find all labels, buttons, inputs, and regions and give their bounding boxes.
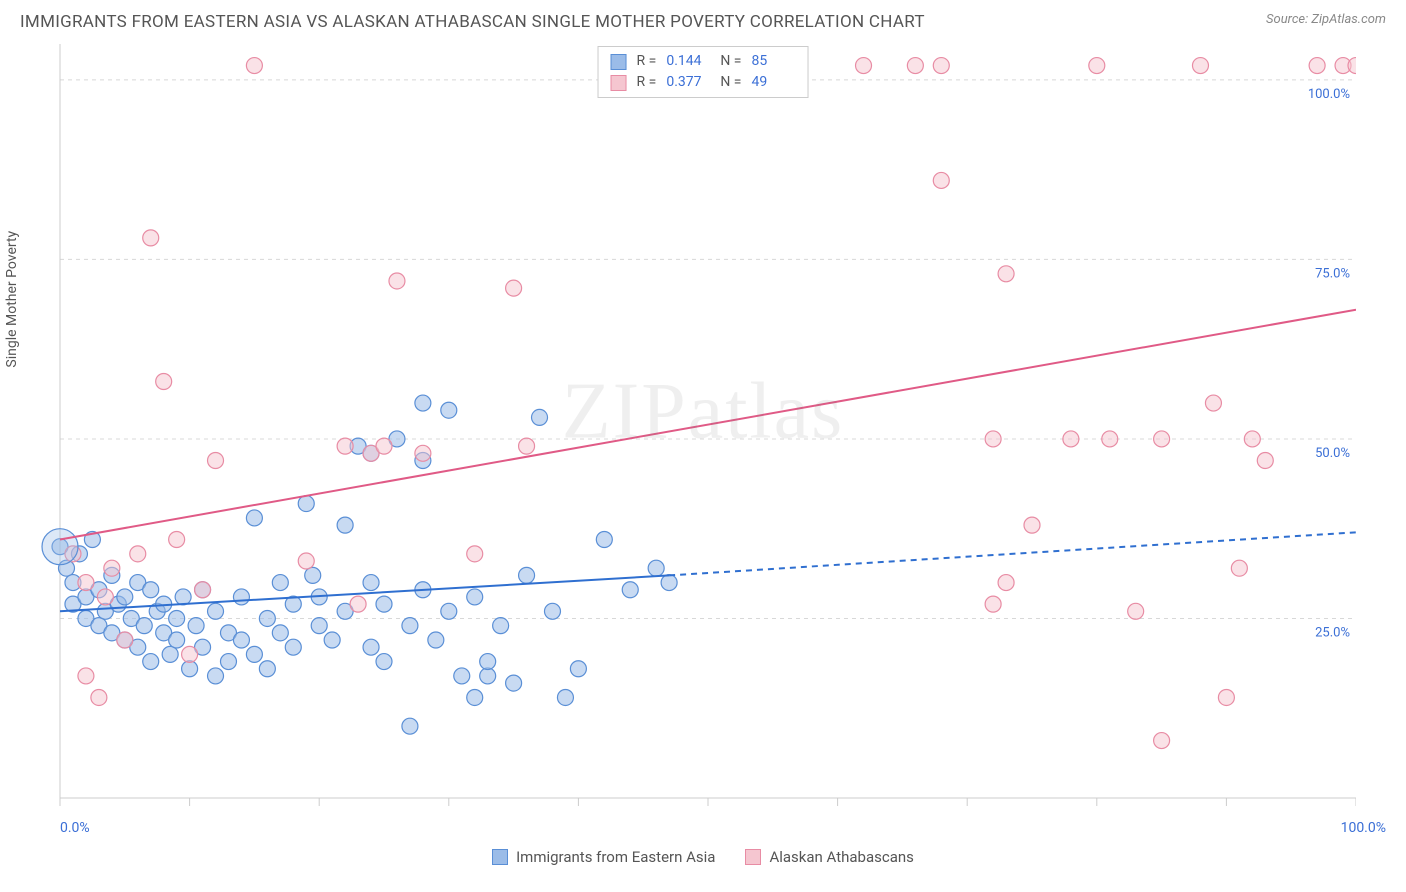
legend-n-label: N =	[720, 51, 741, 72]
legend-swatch	[745, 849, 761, 865]
legend-swatch	[611, 75, 627, 91]
legend-n-label: N =	[720, 72, 741, 93]
legend-r-value: 0.144	[666, 51, 710, 72]
legend-r-label: R =	[637, 72, 657, 93]
legend-row: R = 0.377 N = 49	[611, 72, 796, 93]
correlation-legend: R = 0.144 N = 85 R = 0.377 N = 49	[598, 46, 809, 98]
series-legend: Immigrants from Eastern Asia Alaskan Atha…	[0, 848, 1406, 866]
x-tick-label: 0.0%	[60, 820, 90, 836]
svg-text:100.0%: 100.0%	[1308, 87, 1350, 102]
x-axis-labels: 0.0% 100.0%	[20, 820, 1386, 842]
svg-text:75.0%: 75.0%	[1315, 266, 1350, 281]
scatter-chart: 25.0% 50.0% 75.0% 100.0%	[20, 38, 1356, 818]
chart-header: IMMIGRANTS FROM EASTERN ASIA VS ALASKAN …	[0, 0, 1406, 38]
y-axis-label: Single Mother Poverty	[4, 231, 20, 368]
legend-swatch	[492, 849, 508, 865]
series-legend-label: Immigrants from Eastern Asia	[516, 848, 715, 866]
source-attribution: Source: ZipAtlas.com	[1266, 12, 1386, 27]
series-legend-item: Alaskan Athabascans	[745, 848, 913, 866]
legend-r-value: 0.377	[666, 72, 710, 93]
x-tick-label: 100.0%	[1341, 820, 1386, 836]
legend-r-label: R =	[637, 51, 657, 72]
chart-container: Single Mother Poverty ZIPatlas 25.0%50.0…	[20, 38, 1386, 818]
series-legend-label: Alaskan Athabascans	[769, 848, 913, 866]
legend-n-value: 49	[751, 72, 795, 93]
legend-n-value: 85	[751, 51, 795, 72]
svg-text:50.0%: 50.0%	[1315, 446, 1350, 461]
chart-title: IMMIGRANTS FROM EASTERN ASIA VS ALASKAN …	[20, 12, 925, 32]
svg-text:25.0%: 25.0%	[1315, 625, 1350, 640]
legend-row: R = 0.144 N = 85	[611, 51, 796, 72]
series-legend-item: Immigrants from Eastern Asia	[492, 848, 715, 866]
legend-swatch	[611, 54, 627, 70]
